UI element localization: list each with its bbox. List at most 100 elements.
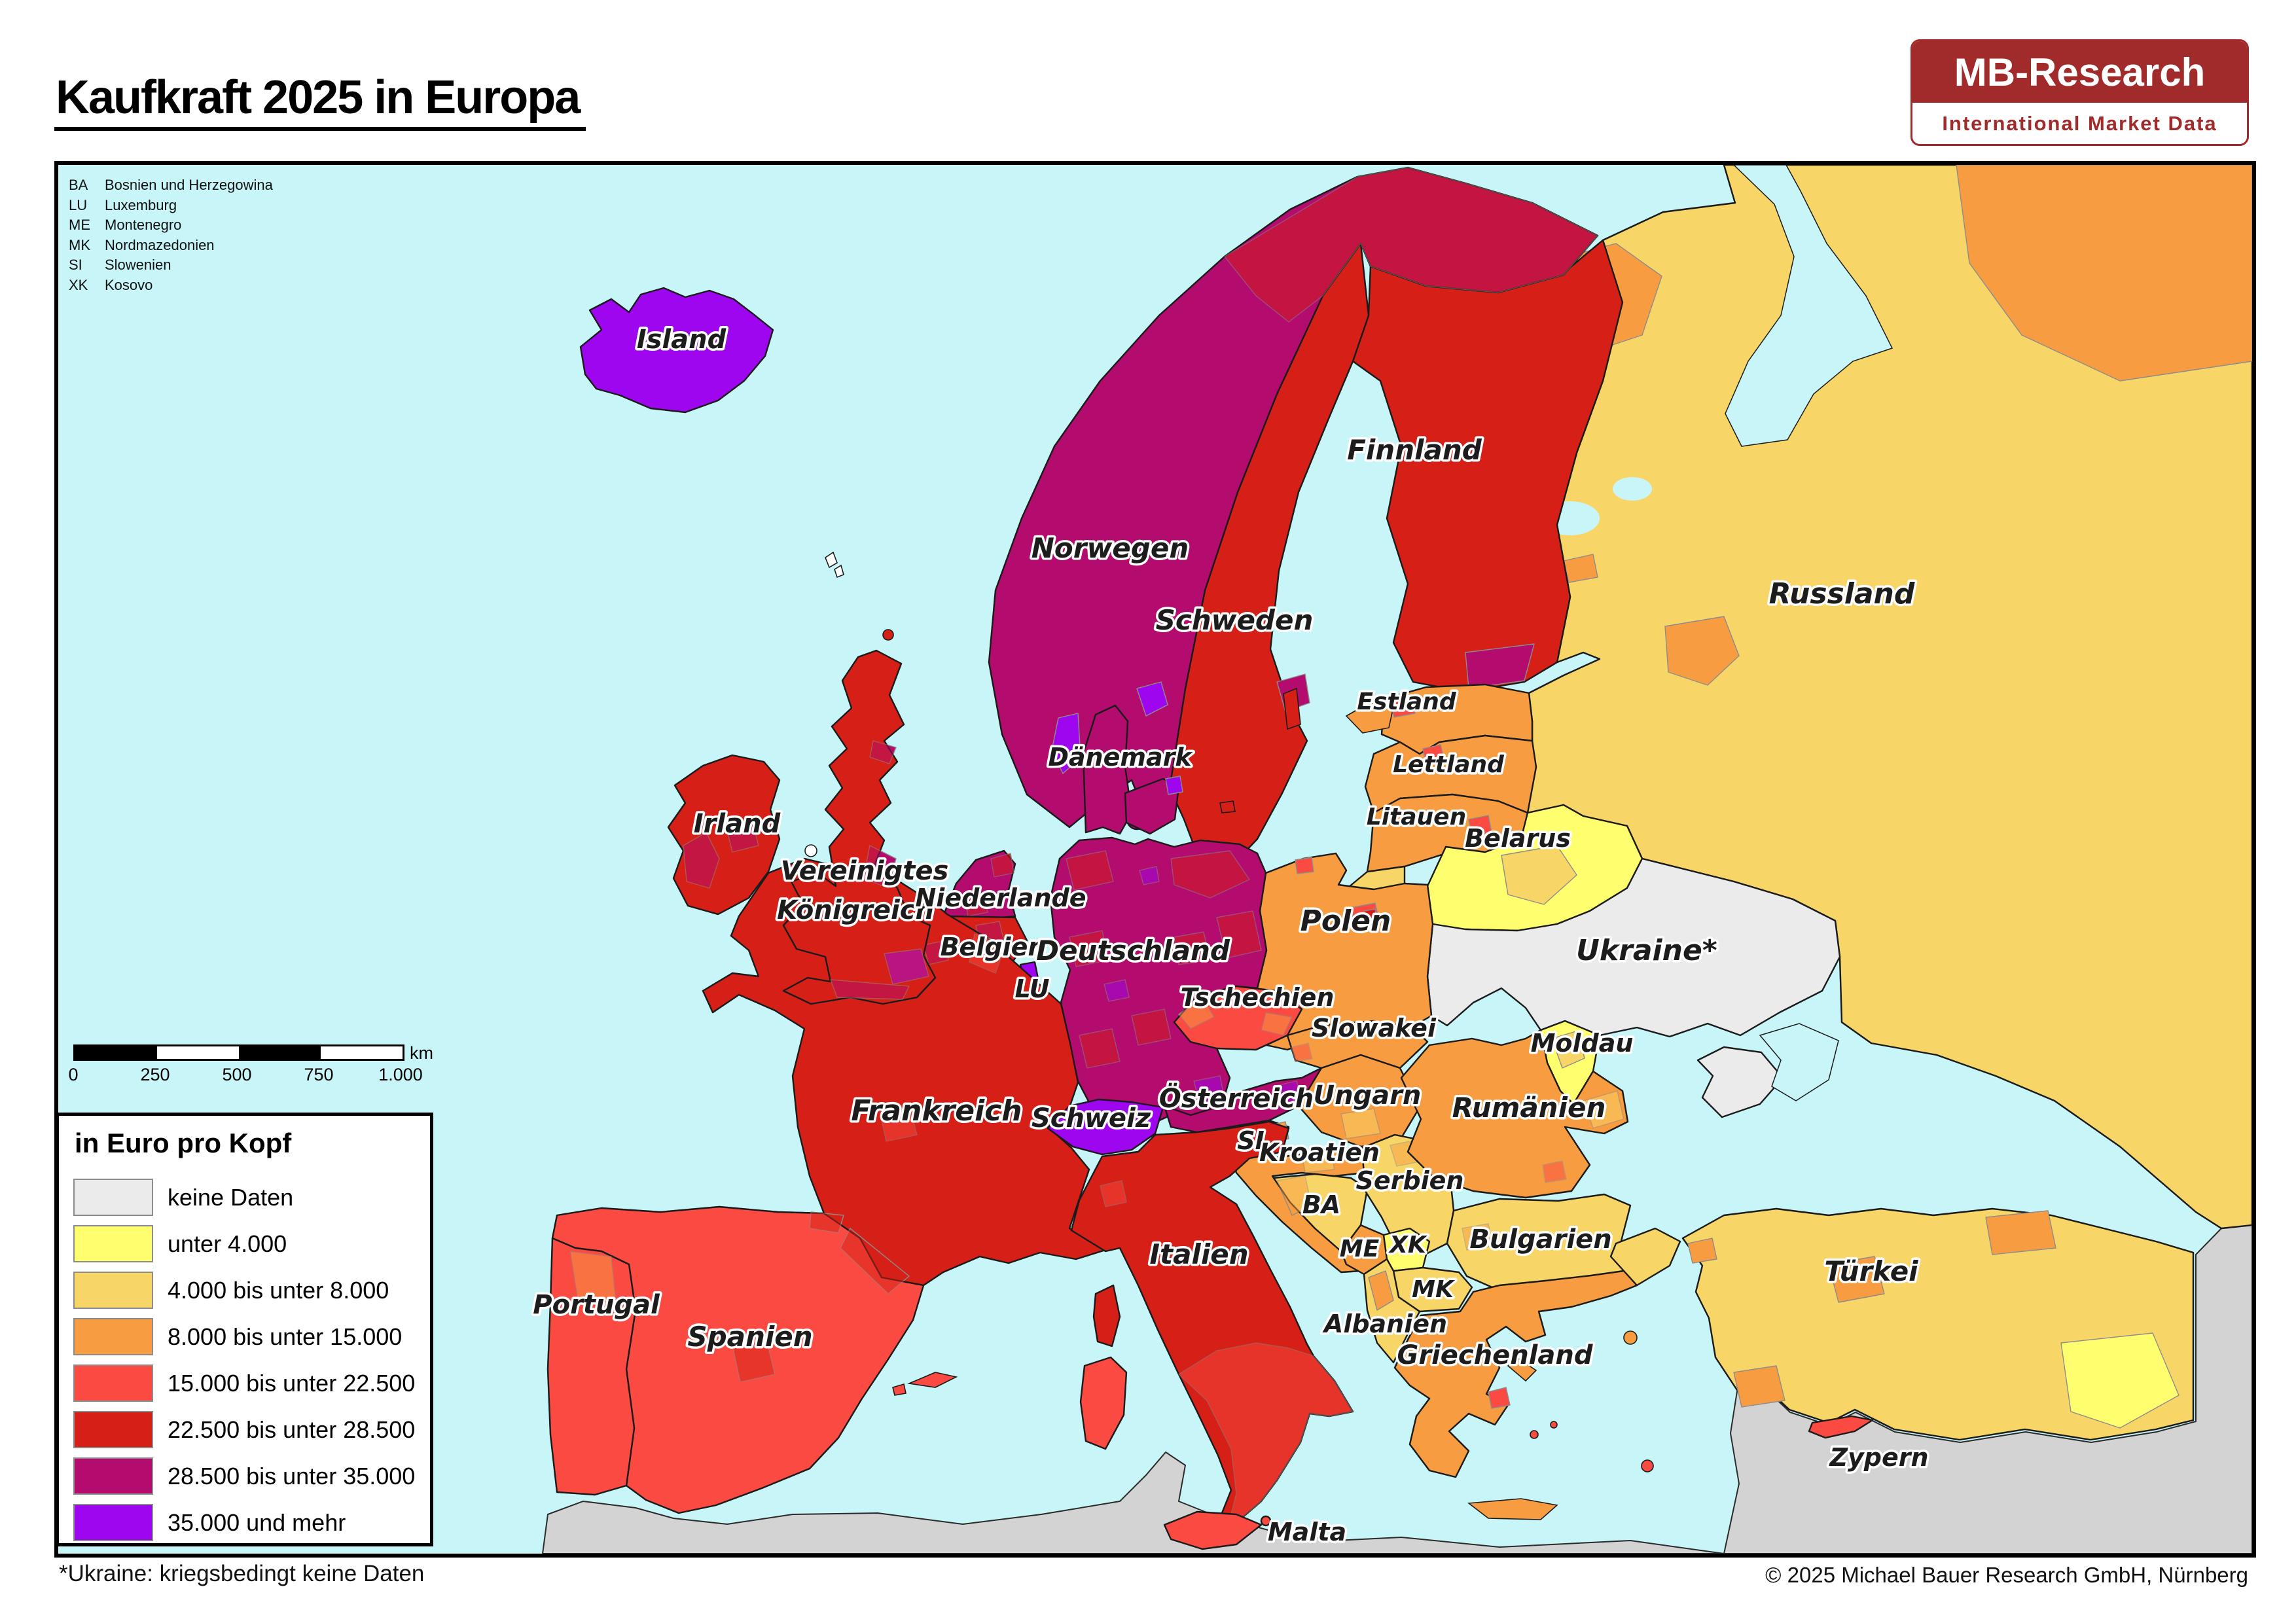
map-label-lu: LU: [1015, 974, 1050, 1003]
map-label-irland: Irland: [694, 809, 781, 839]
legend-swatch: [73, 1179, 153, 1216]
patch-polen-gdansk: [1295, 857, 1314, 874]
abbreviation-name: Bosnien und Herzegowina: [105, 177, 273, 193]
scale-segment: [75, 1046, 157, 1059]
abbreviation-name: Kosovo: [105, 276, 153, 293]
scale-segment: [239, 1046, 321, 1059]
map-label-italien: Italien: [1149, 1238, 1248, 1270]
scale-segment: [321, 1046, 403, 1059]
map-label-rumnien: Rumänien: [1452, 1092, 1606, 1124]
patch-tuerkei-istanbul: [1687, 1238, 1717, 1264]
legend-row: 4.000 bis unter 8.000: [73, 1272, 389, 1309]
abbreviation-code: BA: [69, 177, 88, 193]
map-label-estland: Estland: [1357, 688, 1456, 715]
map-label-finnland: Finnland: [1347, 434, 1482, 466]
legend-label: 15.000 bis unter 22.500: [168, 1369, 416, 1397]
region-island: [579, 287, 774, 414]
patch-deutschland-5: [1131, 1008, 1172, 1046]
footnote: *Ukraine: kriegsbedingt keine Daten: [59, 1561, 425, 1586]
scale-tick-label: 750: [304, 1065, 334, 1084]
abbreviation-name: Montenegro: [105, 217, 182, 233]
legend-row: 22.500 bis unter 28.500: [73, 1411, 415, 1448]
scale-bar-ticks: 0 250 500 750 1.000: [68, 1065, 422, 1087]
region-faeroeer: [825, 551, 844, 579]
map-label-island: Island: [637, 325, 726, 355]
legend-swatch: [73, 1457, 153, 1495]
region-tuerkei-thrakien: [1609, 1227, 1681, 1287]
map-label-portugal: Portugal: [533, 1290, 660, 1320]
region-rhodos: [1641, 1459, 1654, 1472]
patch-albanien: [1368, 1270, 1394, 1311]
logo-top-band: MB-Research: [1912, 41, 2247, 103]
map-label-frankreich: Frankreich: [851, 1094, 1022, 1128]
map-label-dnemark: Dänemark: [1048, 743, 1193, 772]
legend-swatch: [73, 1318, 153, 1355]
scale-bar: 0 250 500 750 1.000 km: [68, 1043, 433, 1087]
abbreviation-code: SI: [69, 257, 82, 273]
map-label-belgien: Belgien: [941, 933, 1046, 961]
region-saaremaa: [1345, 702, 1394, 734]
map-label-schweden: Schweden: [1156, 604, 1314, 636]
legend-swatch: [73, 1225, 153, 1262]
patch-rumaenien-bukarest: [1542, 1160, 1567, 1183]
map-label-trkei: Türkei: [1824, 1255, 1918, 1287]
map-label-vereinigtes: Vereinigtes: [781, 856, 949, 886]
region-daenemark-seeland: [1124, 777, 1180, 835]
patch-tuerkei-suedwest: [1733, 1365, 1785, 1408]
map-label-slowakei: Slowakei: [1312, 1014, 1437, 1043]
legend-label: unter 4.000: [168, 1230, 287, 1257]
scale-bar-unit: km: [410, 1043, 433, 1063]
map-label-moldau: Moldau: [1531, 1029, 1634, 1058]
map-label-norwegen: Norwegen: [1031, 532, 1189, 564]
patch-polen-warschau-core: [1363, 908, 1378, 923]
lake-onega: [1613, 477, 1652, 501]
legend-label: 28.500 bis unter 35.000: [168, 1462, 416, 1489]
abbreviation-row: XK Kosovo: [69, 276, 273, 296]
page-title: Kaufkraft 2025 in Europa: [54, 73, 586, 131]
patch-norwegen-oslo: [1136, 681, 1168, 717]
white-sea: [1725, 165, 1893, 447]
map-label-tschechien: Tschechien: [1181, 983, 1335, 1012]
region-balearen: [892, 1372, 958, 1396]
legend-label: keine Daten: [168, 1183, 294, 1211]
map-label-sterreich: Österreich: [1159, 1082, 1314, 1114]
region-isle-of-man: [804, 844, 817, 857]
region-sardinien: [1079, 1356, 1128, 1450]
map-label-malta: Malta: [1268, 1518, 1346, 1546]
scale-segment: [157, 1046, 239, 1059]
country-labels: Island Norwegen Schweden Finnland Russland Es…: [531, 323, 1931, 1549]
map-label-lettland: Lettland: [1393, 751, 1505, 778]
patch-deutschland-6: [1079, 1028, 1121, 1069]
map-label-litauen: Litauen: [1367, 804, 1466, 830]
patch-italien-nordwest: [1100, 1180, 1127, 1207]
map-label-ukraine: Ukraine*: [1576, 934, 1717, 967]
map-label-zypern: Zypern: [1829, 1443, 1928, 1472]
region-lesbos: [1623, 1330, 1638, 1345]
abbreviation-code: XK: [69, 276, 88, 293]
legend: in Euro pro Kopf keine Daten unter 4.000 4…: [56, 1113, 433, 1546]
region-zypern: [1808, 1415, 1874, 1439]
abbreviation-key: BA Bosnien und Herzegowina LU Luxemburg ME Mo…: [69, 175, 273, 295]
sea-of-azov: [1759, 1023, 1839, 1101]
region-krim: [1696, 1046, 1784, 1118]
map-label-griechenland: Griechenland: [1397, 1340, 1592, 1370]
patch-russland-nordost: [1956, 165, 2252, 382]
abbreviation-row: ME Montenegro: [69, 215, 273, 236]
map-label-schweiz: Schweiz: [1031, 1103, 1151, 1133]
patch-tuerkei-suedost: [2060, 1332, 2179, 1429]
region-kreta: [1467, 1498, 1558, 1520]
legend-swatch: [73, 1504, 153, 1541]
legend-row: 35.000 und mehr: [73, 1504, 346, 1541]
map-label-knigreich: Königreich: [777, 895, 934, 925]
legend-swatch: [73, 1364, 153, 1402]
patch-tuerkei-ankara: [1828, 1256, 1885, 1303]
legend-row: 28.500 bis unter 35.000: [73, 1457, 415, 1495]
legend-row: 8.000 bis unter 15.000: [73, 1318, 402, 1355]
abbreviation-name: Luxemburg: [105, 196, 177, 213]
patch-lettland-riga: [1422, 744, 1445, 766]
map-label-bulgarien: Bulgarien: [1469, 1224, 1611, 1255]
legend-row: unter 4.000: [73, 1225, 287, 1262]
map-label-si: SI: [1237, 1126, 1265, 1155]
mb-research-logo: MB-Research International Market Data: [1910, 39, 2249, 146]
region-orkney: [882, 629, 894, 641]
